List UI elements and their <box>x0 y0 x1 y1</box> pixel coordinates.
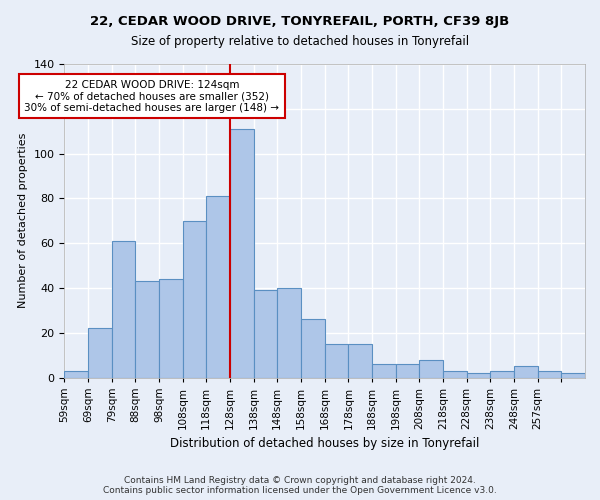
Text: Contains HM Land Registry data © Crown copyright and database right 2024.
Contai: Contains HM Land Registry data © Crown c… <box>103 476 497 495</box>
Text: 22, CEDAR WOOD DRIVE, TONYREFAIL, PORTH, CF39 8JB: 22, CEDAR WOOD DRIVE, TONYREFAIL, PORTH,… <box>91 15 509 28</box>
Bar <box>206 196 230 378</box>
Text: 22 CEDAR WOOD DRIVE: 124sqm
← 70% of detached houses are smaller (352)
30% of se: 22 CEDAR WOOD DRIVE: 124sqm ← 70% of det… <box>25 80 280 113</box>
Bar <box>538 371 562 378</box>
Bar <box>372 364 395 378</box>
Bar <box>230 129 254 378</box>
Bar <box>182 221 206 378</box>
Text: Size of property relative to detached houses in Tonyrefail: Size of property relative to detached ho… <box>131 35 469 48</box>
Bar <box>349 344 372 378</box>
Bar <box>443 371 467 378</box>
Bar <box>64 371 88 378</box>
Bar <box>301 320 325 378</box>
Bar <box>277 288 301 378</box>
Bar <box>490 371 514 378</box>
Bar <box>467 373 490 378</box>
Bar <box>136 281 159 378</box>
Bar <box>159 279 182 378</box>
X-axis label: Distribution of detached houses by size in Tonyrefail: Distribution of detached houses by size … <box>170 437 479 450</box>
Bar <box>419 360 443 378</box>
Bar <box>395 364 419 378</box>
Y-axis label: Number of detached properties: Number of detached properties <box>18 133 28 308</box>
Bar <box>112 241 136 378</box>
Bar <box>88 328 112 378</box>
Bar <box>562 373 585 378</box>
Bar <box>254 290 277 378</box>
Bar <box>514 366 538 378</box>
Bar <box>325 344 349 378</box>
